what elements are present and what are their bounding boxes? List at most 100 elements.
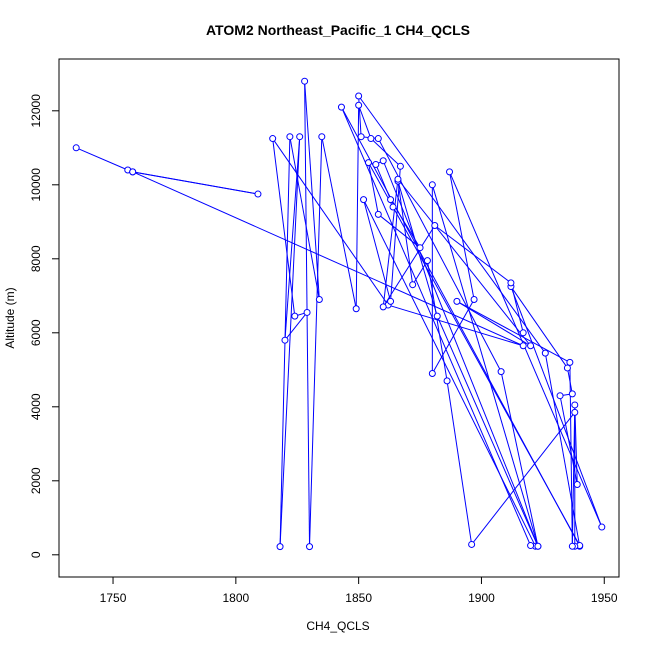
y-tick-label: 8000: [29, 245, 43, 272]
data-point: [315, 296, 323, 303]
data-point: [598, 523, 606, 531]
data-point: [409, 281, 417, 289]
x-tick-label: 1950: [591, 591, 618, 605]
series-segment: [75, 147, 128, 171]
data-point: [387, 196, 395, 204]
series-segment: [284, 136, 301, 341]
data-point: [396, 162, 404, 170]
data-point: [534, 542, 542, 550]
series-segment: [544, 353, 581, 547]
data-point: [129, 168, 137, 176]
data-point: [387, 297, 395, 305]
series-segment: [559, 395, 578, 485]
data-point: [563, 364, 571, 372]
series-segment: [471, 412, 576, 545]
x-axis-title: CH4_QCLS: [306, 619, 369, 633]
data-point: [568, 390, 576, 398]
data-point: [468, 540, 476, 548]
data-point: [443, 377, 451, 385]
series-segment: [392, 206, 581, 546]
series-segment: [510, 286, 603, 528]
y-axis: 0 2000 4000 6000 8000 10000 12000: [29, 94, 60, 558]
data-point: [519, 342, 527, 350]
data-point: [428, 370, 436, 377]
series-segment: [510, 282, 524, 333]
series-segment: [436, 315, 539, 547]
series-segment: [375, 164, 392, 200]
data-point: [352, 305, 360, 313]
data-point: [453, 297, 461, 305]
data-point: [372, 160, 380, 168]
data-point: [337, 103, 345, 111]
series-segment: [571, 404, 576, 547]
series-segment: [355, 105, 360, 309]
series-points: [72, 77, 606, 551]
data-point: [357, 133, 365, 141]
data-point: [306, 543, 314, 551]
data-point: [374, 210, 382, 218]
x-tick-label: 1900: [468, 591, 495, 605]
series-segment: [397, 178, 531, 347]
series-segment: [304, 81, 320, 300]
y-tick-label: 12000: [29, 94, 43, 128]
data-point: [374, 135, 382, 143]
y-tick-label: 2000: [29, 467, 43, 494]
data-point: [571, 401, 579, 409]
series-segment: [397, 181, 414, 285]
data-point: [269, 135, 277, 143]
data-point: [379, 303, 387, 311]
series-segment: [510, 286, 568, 369]
data-point: [507, 279, 515, 287]
data-point: [360, 196, 368, 204]
data-point: [296, 133, 304, 141]
data-point: [416, 244, 424, 252]
series-segment: [284, 312, 308, 341]
series-segment: [132, 171, 259, 195]
data-point: [573, 481, 581, 488]
series-segment: [456, 300, 571, 363]
series-segment: [446, 380, 473, 545]
data-point: [541, 349, 549, 357]
data-point: [568, 542, 576, 550]
series-segment: [367, 162, 379, 215]
series-segment: [309, 136, 323, 547]
series-segment: [358, 105, 372, 139]
y-tick-label: 10000: [29, 168, 43, 202]
data-point: [301, 77, 309, 85]
series-segment: [321, 136, 357, 309]
data-point: [367, 135, 375, 143]
series-segment: [387, 304, 524, 347]
data-point: [527, 342, 535, 350]
x-tick-label: 1850: [345, 591, 372, 605]
y-tick-label: 4000: [29, 393, 43, 420]
series-segment: [272, 138, 389, 306]
series-segment: [377, 214, 421, 249]
data-point: [571, 408, 579, 416]
y-axis-title: Altitude (m): [3, 287, 17, 348]
data-point: [364, 159, 372, 167]
series-segment: [426, 260, 448, 381]
data-point: [276, 543, 284, 551]
series-line: [75, 81, 603, 547]
data-point: [355, 101, 363, 109]
series-segment: [431, 184, 539, 547]
x-tick-label: 1800: [222, 591, 249, 605]
data-point: [566, 358, 574, 366]
data-point: [446, 168, 454, 176]
series-segment: [132, 171, 524, 347]
series-segment: [449, 171, 475, 300]
x-tick-label: 1750: [100, 591, 127, 605]
y-tick-label: 6000: [29, 319, 43, 346]
data-point: [291, 312, 299, 320]
series-segment: [289, 136, 320, 300]
data-point: [281, 336, 289, 344]
plot-frame: [58, 58, 620, 578]
series-segment: [412, 260, 428, 285]
data-point: [379, 157, 387, 165]
data-point: [428, 181, 436, 189]
data-point: [72, 144, 80, 152]
series-segment: [358, 95, 546, 354]
data-point: [497, 368, 505, 376]
data-point: [286, 133, 294, 141]
